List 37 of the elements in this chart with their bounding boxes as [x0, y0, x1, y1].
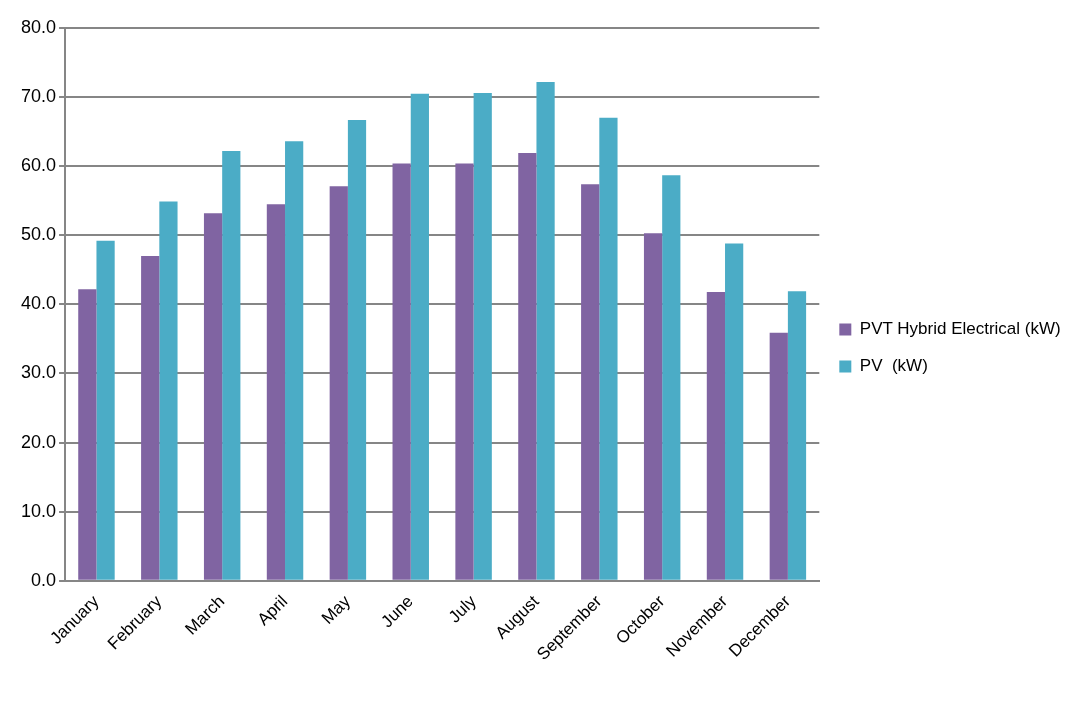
y-tick-label: 10.0 [20, 500, 57, 521]
bar [787, 291, 807, 580]
y-tick-label: 20.0 [20, 431, 57, 452]
bar [222, 150, 241, 580]
bar [662, 175, 681, 580]
y-tick-label: 70.0 [20, 86, 57, 107]
legend-label: PVT Hybrid Electrical (kW) [859, 319, 1061, 339]
x-tick-label: July [444, 591, 481, 627]
bar [643, 233, 663, 580]
bar [725, 243, 744, 580]
x-tick-label: May [317, 591, 355, 628]
bar [599, 117, 618, 580]
bar [285, 141, 304, 580]
bar [159, 201, 178, 580]
y-tick-label: 50.0 [20, 224, 57, 245]
y-tick-label: 0.0 [31, 569, 57, 590]
bar [266, 204, 286, 580]
bar [455, 163, 474, 580]
y-tick-label: 80.0 [20, 16, 57, 37]
bar [410, 93, 429, 580]
bar [203, 213, 223, 580]
bar [518, 153, 537, 580]
bar [536, 81, 555, 580]
bar [769, 332, 788, 580]
y-tick-label: 30.0 [20, 362, 57, 383]
bar [329, 186, 348, 580]
bar [141, 256, 160, 580]
y-tick-label: 40.0 [20, 293, 57, 314]
bar [581, 184, 600, 580]
bar [473, 92, 492, 580]
bar [96, 240, 115, 580]
bar [78, 289, 97, 580]
y-tick-label: 60.0 [20, 155, 57, 176]
bar [706, 291, 726, 580]
bar [347, 119, 367, 580]
bar [392, 163, 411, 580]
legend-label: PV (kW) [859, 356, 928, 376]
